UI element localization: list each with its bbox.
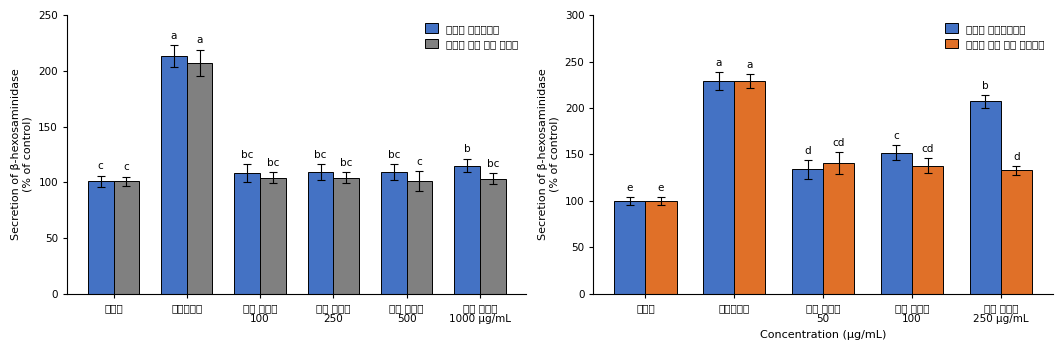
Bar	[381, 172, 406, 294]
Legend: 대조군 꽔막초절임, 혼합물 함유 꽔막 초절임: 대조군 꽔막초절임, 혼합물 함유 꽔막 초절임	[422, 20, 521, 52]
Bar	[703, 81, 734, 294]
Text: e: e	[627, 184, 633, 193]
Bar	[234, 173, 260, 294]
Text: a: a	[197, 35, 203, 45]
Bar	[792, 169, 824, 294]
Bar	[260, 178, 286, 294]
Text: b: b	[464, 144, 470, 154]
Bar	[88, 181, 114, 294]
Text: b: b	[982, 81, 988, 91]
Bar	[614, 201, 646, 294]
Text: d: d	[1013, 152, 1019, 162]
Bar	[881, 153, 912, 294]
Text: bc: bc	[387, 150, 400, 160]
Text: bc: bc	[267, 158, 279, 168]
Bar	[969, 101, 1001, 294]
Y-axis label: Secretion of β-hexosaminidase
(% of control): Secretion of β-hexosaminidase (% of cont…	[11, 68, 33, 240]
Text: c: c	[123, 162, 129, 172]
Bar	[646, 201, 677, 294]
Bar	[912, 166, 943, 294]
Bar	[1001, 170, 1032, 294]
Text: bc: bc	[242, 150, 253, 160]
X-axis label: Concentration (μg/mL): Concentration (μg/mL)	[760, 330, 886, 340]
Bar	[734, 81, 765, 294]
Y-axis label: Secretion of β-hexosaminidase
(% of control): Secretion of β-hexosaminidase (% of cont…	[537, 68, 560, 240]
Text: bc: bc	[314, 150, 327, 160]
Bar	[161, 57, 187, 294]
Bar	[454, 166, 480, 294]
Text: bc: bc	[486, 159, 499, 169]
Bar	[480, 179, 505, 294]
Bar	[333, 178, 359, 294]
Text: d: d	[804, 146, 811, 156]
Text: e: e	[658, 184, 664, 193]
Text: c: c	[417, 157, 422, 167]
Bar	[187, 63, 213, 294]
Text: c: c	[98, 161, 103, 171]
Bar	[307, 172, 333, 294]
Text: c: c	[894, 131, 899, 141]
Bar	[114, 181, 139, 294]
Text: a: a	[747, 60, 753, 70]
Text: bc: bc	[340, 158, 352, 168]
Text: a: a	[171, 31, 178, 41]
Text: cd: cd	[832, 138, 845, 148]
Legend: 대조군 꽔막초절임액, 혼합물 함유 꽔막 초절임액: 대조군 꽔막초절임액, 혼합물 함유 꽔막 초절임액	[942, 20, 1048, 52]
Text: a: a	[716, 58, 722, 68]
Text: cd: cd	[921, 144, 934, 154]
Bar	[406, 181, 432, 294]
Bar	[824, 163, 854, 294]
